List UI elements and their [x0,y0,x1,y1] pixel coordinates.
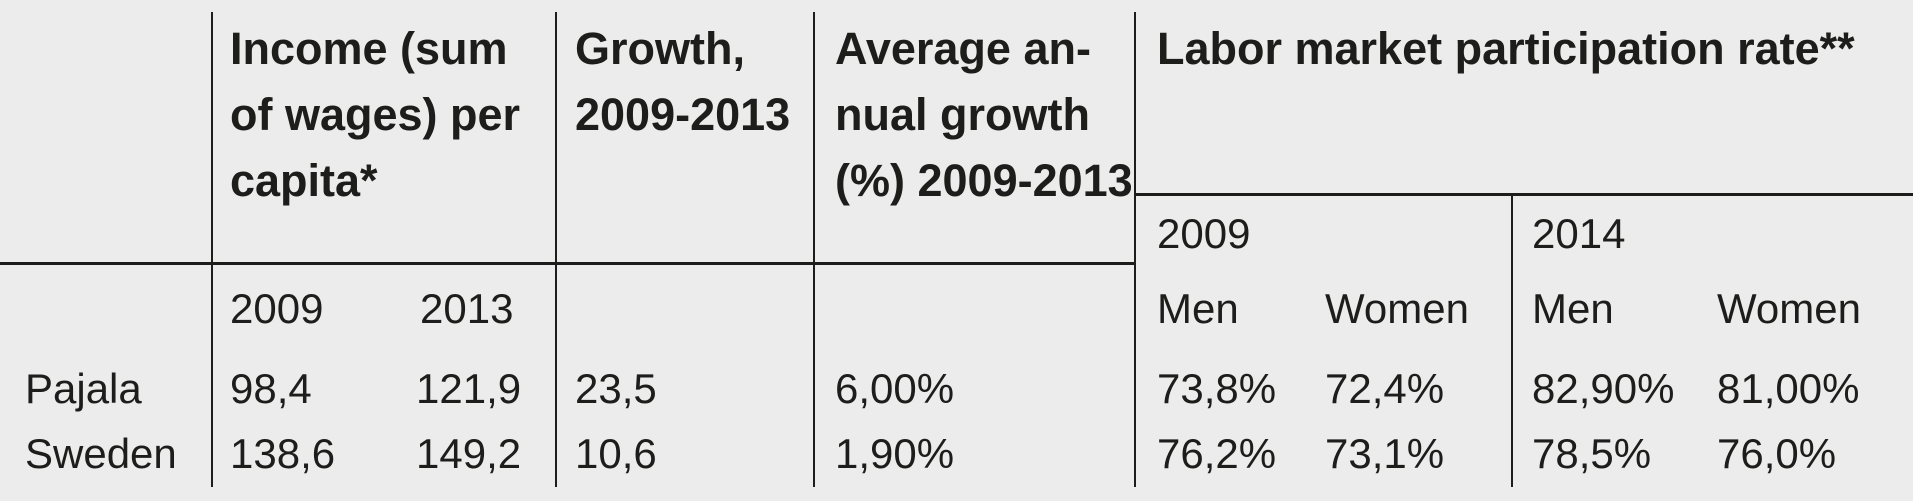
divider-growth-avggrowth [813,12,815,487]
header-labor-market-participation: Labor market participation rate** [1157,23,1855,74]
divider-labor-2009-2014 [1511,193,1513,487]
sweden-labor-2014-men: 78,5% [1532,430,1652,477]
pajala-labor-2014-men: 82,90% [1532,365,1675,412]
divider-rowlabels-income [211,12,213,487]
pajala-labor-2009-women: 72,4% [1325,365,1445,412]
sweden-labor-2009-women: 73,1% [1325,430,1445,477]
header-growth: Growth, 2009-2013 [575,23,791,140]
subheader-labor-2014-women: Women [1717,285,1861,332]
pajala-labor-2009-men: 73,8% [1157,365,1277,412]
pajala-income-2009: 98,4 [230,365,312,412]
sweden-income-2009: 138,6 [230,430,336,477]
subheader-income-2009: 2009 [230,285,324,332]
subheader-income-2013: 2013 [420,285,514,332]
subheader-labor-2014-men: Men [1532,285,1614,332]
sweden-growth: 10,6 [575,430,657,477]
pajala-growth: 23,5 [575,365,657,412]
divider-avggrowth-labor [1134,12,1136,487]
header-income-per-capita: Income (sum of wages) per capita* [230,23,521,206]
sweden-labor-2014-women: 76,0% [1717,430,1837,477]
header-average-annual-growth: Average an- nual growth (%) 2009-2013 [835,23,1133,206]
pajala-income-2013: 121,9 [416,365,522,412]
subheader-labor-2009-men: Men [1157,285,1239,332]
sweden-labor-2009-men: 76,2% [1157,430,1277,477]
rule-under-labor-header [1134,193,1913,196]
subheader-labor-year-2014: 2014 [1532,210,1626,257]
pajala-labor-2014-women: 81,00% [1717,365,1860,412]
row-label-sweden: Sweden [25,430,177,477]
sweden-avg-annual-growth: 1,90% [835,430,955,477]
rule-under-main-headers [0,262,1136,265]
row-label-pajala: Pajala [25,365,142,412]
subheader-labor-2009-women: Women [1325,285,1469,332]
divider-income-growth [555,12,557,487]
subheader-labor-year-2009: 2009 [1157,210,1251,257]
pajala-avg-annual-growth: 6,00% [835,365,955,412]
sweden-income-2013: 149,2 [416,430,522,477]
